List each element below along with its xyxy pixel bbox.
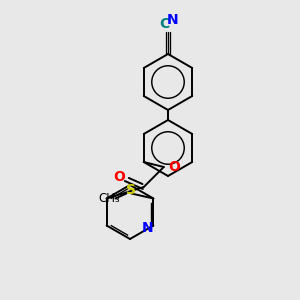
Text: S: S <box>126 182 136 197</box>
Text: CH₃: CH₃ <box>98 192 120 205</box>
Text: N: N <box>142 220 153 235</box>
Text: O: O <box>113 170 125 184</box>
Text: C: C <box>159 17 169 31</box>
Text: O: O <box>168 160 180 174</box>
Text: N: N <box>167 13 179 27</box>
